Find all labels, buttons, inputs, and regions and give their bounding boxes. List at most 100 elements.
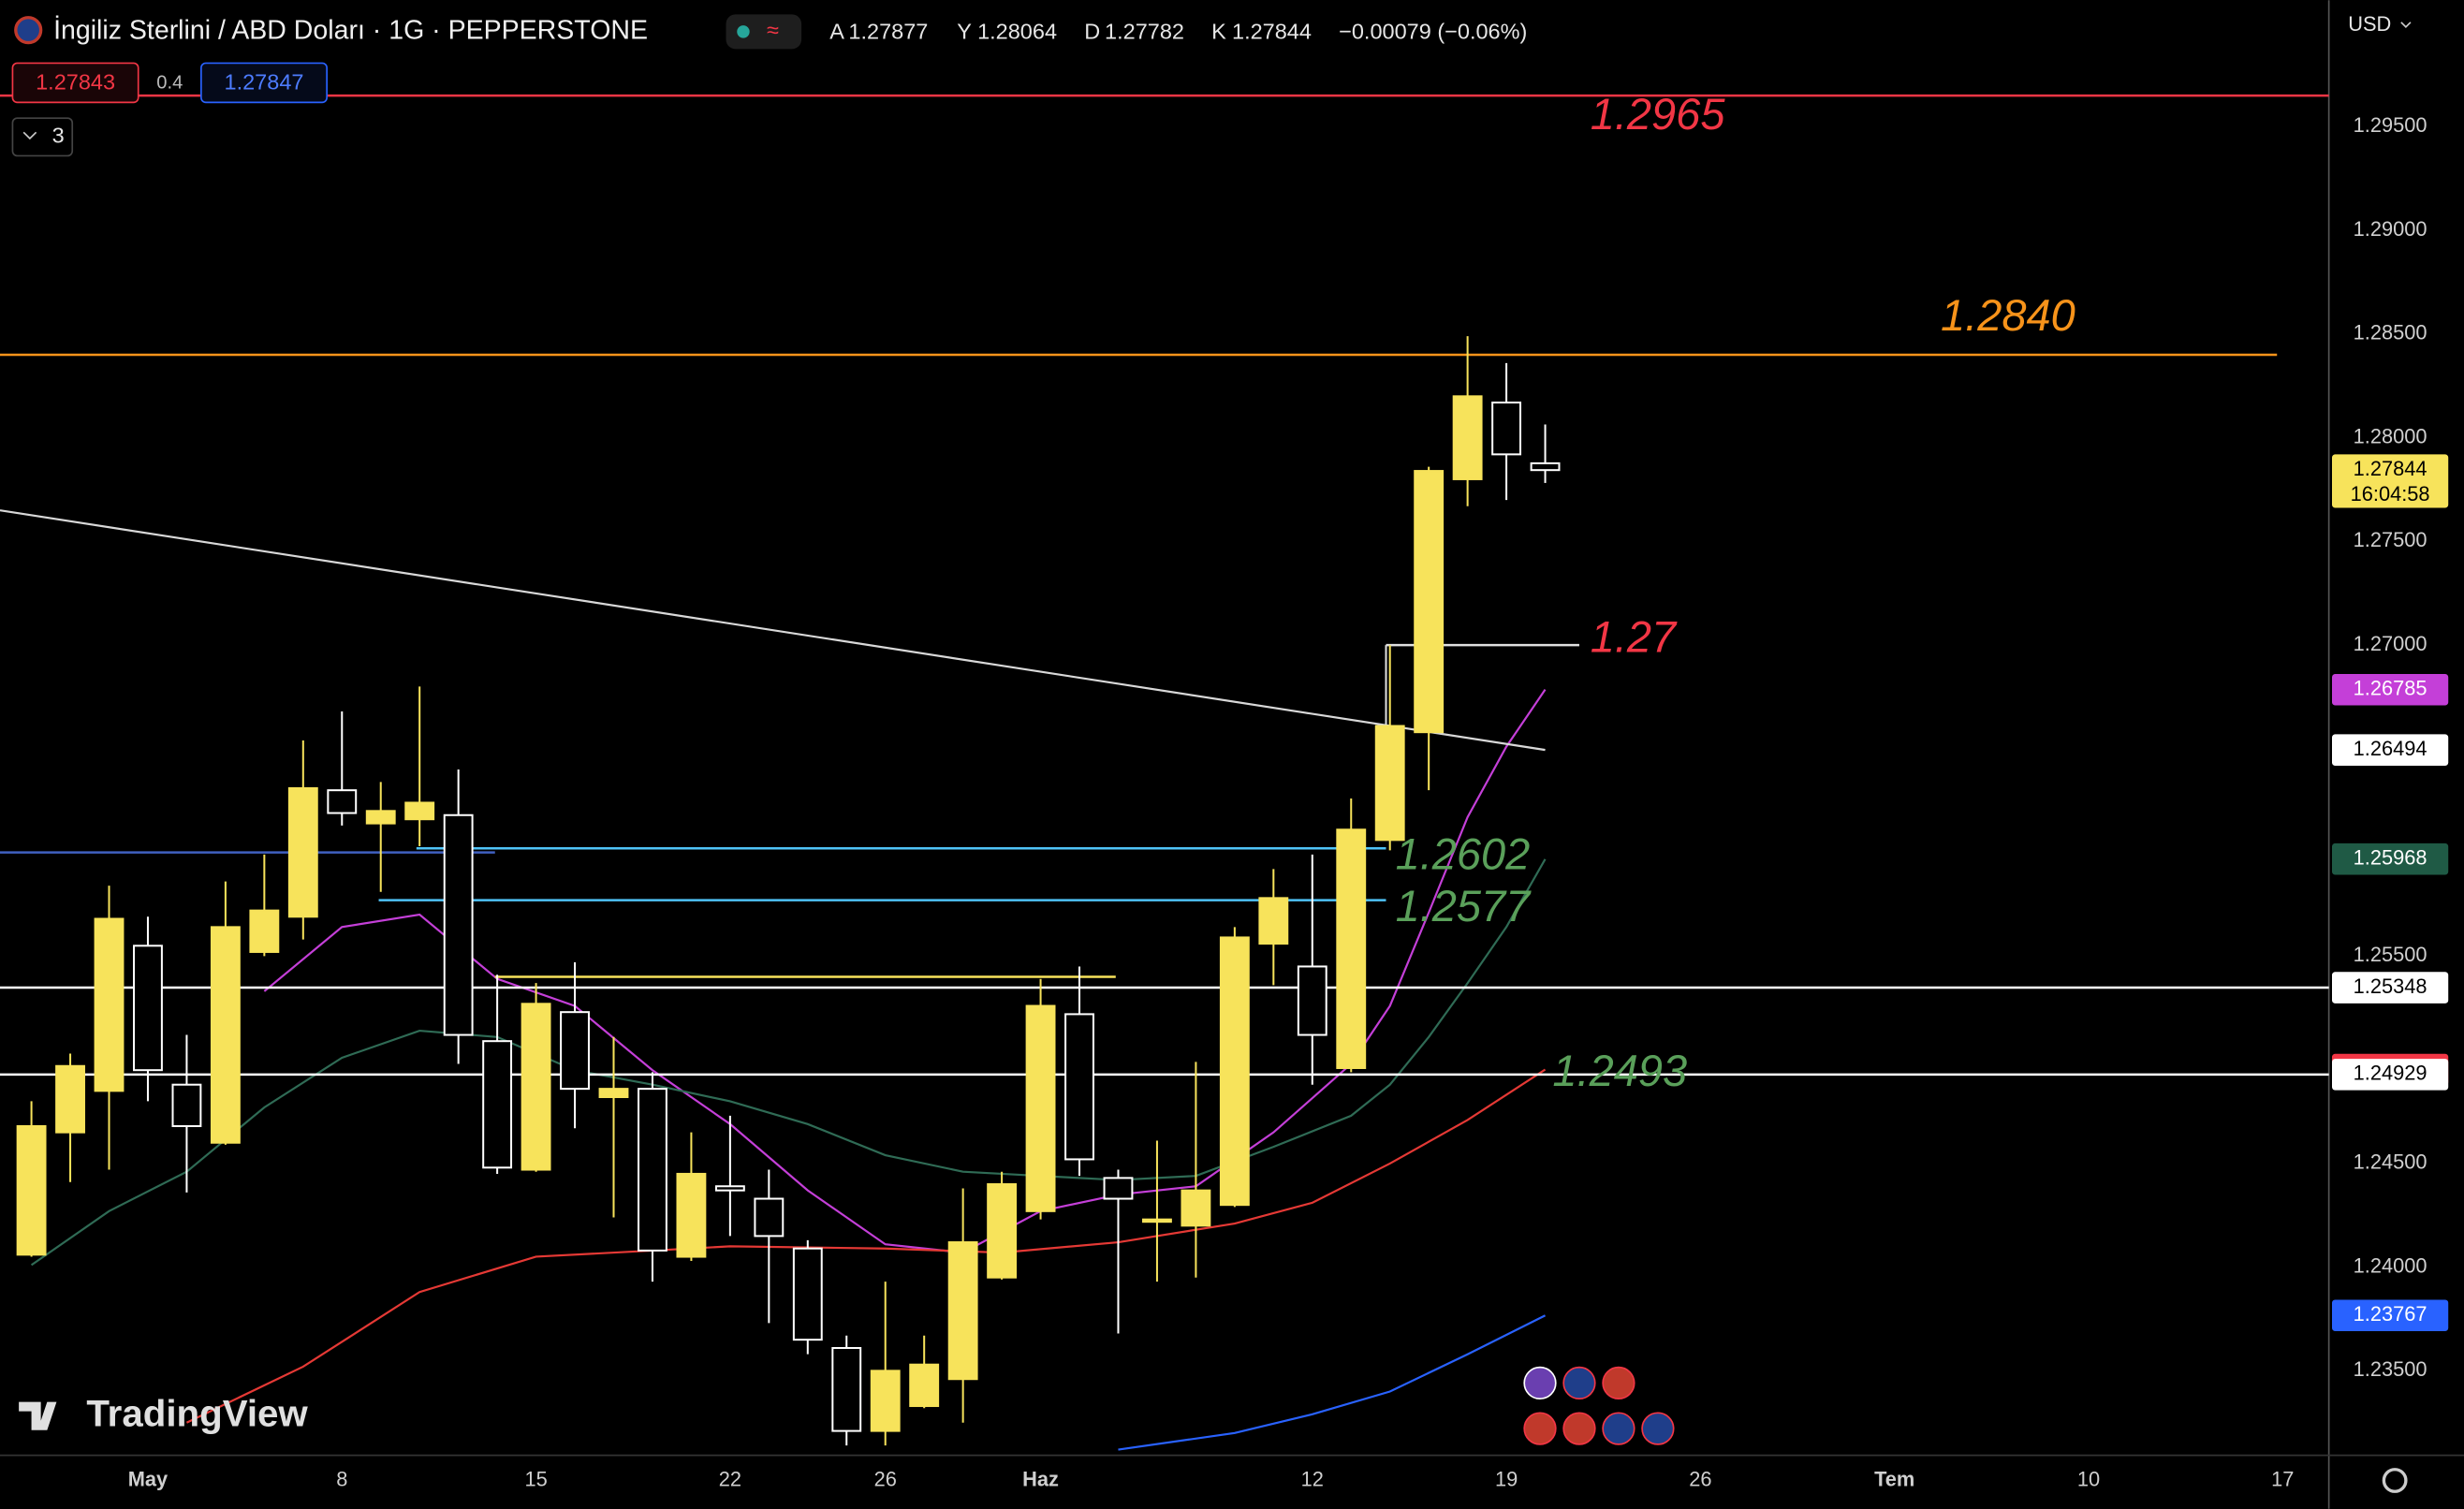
price-tag-label: 1.25968: [2354, 845, 2427, 869]
x-tick-label: May: [128, 1467, 169, 1490]
y-tick-label: 1.24000: [2354, 1253, 2427, 1277]
x-tick-label: 8: [336, 1467, 347, 1490]
x-tick-label: Haz: [1022, 1467, 1059, 1490]
ohlc-label: Y: [957, 20, 972, 44]
level-label: 1.2577: [1396, 881, 1533, 930]
candle-body: [1491, 401, 1522, 456]
ohlc-label: D: [1084, 20, 1100, 44]
data-status-icon: ≈: [767, 18, 779, 42]
x-tick-label: 26: [874, 1467, 897, 1490]
event-icon[interactable]: [1562, 1412, 1596, 1445]
candle-body: [287, 786, 318, 918]
y-tick-label: 1.23500: [2354, 1357, 2427, 1381]
level-label: 1.2602: [1396, 829, 1531, 879]
level-label: 1.2965: [1591, 89, 1726, 139]
candle-body: [560, 1011, 590, 1091]
price-tag-label: 1.26785: [2354, 677, 2427, 700]
event-icon[interactable]: [1602, 1412, 1635, 1445]
status-pill[interactable]: [726, 14, 802, 50]
logo-mark: [19, 1401, 57, 1430]
event-icons[interactable]: [1523, 1366, 1675, 1445]
y-tick-label: 1.25500: [2354, 943, 2427, 966]
y-tick-label: 1.28500: [2354, 321, 2427, 344]
event-icon[interactable]: [1641, 1412, 1675, 1445]
level-label: 1.2493: [1552, 1046, 1687, 1095]
market-status: [737, 25, 750, 38]
ohlc-value: 1.28064: [977, 20, 1057, 44]
candle-body: [1103, 1177, 1134, 1200]
candle-body: [676, 1172, 707, 1258]
x-tick-label: 10: [2077, 1467, 2100, 1490]
ohlc-value: 1.27782: [1105, 20, 1184, 44]
x-tick-label: 17: [2271, 1467, 2294, 1490]
ohlc-value: 1.27844: [1232, 20, 1312, 44]
x-tick-label: 19: [1495, 1467, 1518, 1490]
candle-body: [521, 1003, 551, 1171]
event-icon[interactable]: [1523, 1366, 1557, 1400]
currency-chevron: [2400, 22, 2412, 29]
event-icon[interactable]: [1523, 1412, 1557, 1445]
buy-button[interactable]: [200, 62, 328, 104]
candle-body: [1258, 897, 1289, 945]
event-icon[interactable]: [1602, 1366, 1635, 1400]
candle-body: [55, 1064, 85, 1134]
x-tick-label: 12: [1301, 1467, 1324, 1490]
currency[interactable]: USD: [2348, 12, 2391, 36]
level-label: 1.2840: [1941, 290, 2075, 340]
candle-body: [1064, 1013, 1094, 1161]
settings-icon[interactable]: [2382, 1468, 2408, 1493]
candle-body: [1530, 461, 1561, 472]
price-tag: [2332, 972, 2449, 1004]
candle-body: [133, 945, 163, 1072]
symbol-title[interactable]: İngiliz Sterlini / ABD Doları · 1G · PEP…: [53, 15, 648, 45]
y-tick-label: 1.27500: [2354, 528, 2427, 551]
indicator-count[interactable]: 3: [52, 124, 65, 148]
x-tick-label: 15: [524, 1467, 547, 1490]
indicators-toggle[interactable]: [11, 117, 74, 157]
x-tick-label: 26: [1689, 1467, 1711, 1490]
y-tick-label: 1.27000: [2354, 632, 2427, 655]
ohlc-value: 1.27877: [848, 20, 928, 44]
bid[interactable]: 1.27843: [36, 69, 115, 94]
sell-button[interactable]: [11, 62, 139, 104]
spread: 0.4: [156, 73, 183, 94]
price-tag: [2332, 842, 2449, 875]
y-tick-label: 1.29000: [2354, 217, 2427, 241]
candle-body: [870, 1370, 901, 1432]
logo-text: TradingView: [86, 1392, 308, 1434]
plot-area: [0, 94, 2329, 1451]
candle-body: [1297, 965, 1327, 1036]
moving-average: [185, 1068, 1547, 1424]
candle-body: [365, 810, 396, 825]
ask[interactable]: 1.27847: [225, 69, 304, 94]
candle-body: [1374, 725, 1405, 842]
candle-body: [1452, 395, 1483, 480]
price-tag: [2332, 734, 2449, 766]
candle-body: [1025, 1004, 1056, 1212]
symbol-flag: [14, 16, 43, 45]
price-tag-label: 1.23767: [2354, 1302, 2427, 1326]
candle-body: [947, 1241, 978, 1381]
candle-body: [638, 1088, 667, 1252]
trend-line: [0, 509, 1546, 752]
y-tick-label: 1.24500: [2354, 1150, 2427, 1174]
candle-body: [1181, 1189, 1211, 1227]
candle-body: [482, 1040, 513, 1169]
candle-body: [754, 1197, 785, 1238]
candle-body: [598, 1088, 629, 1099]
candle-body: [1336, 828, 1367, 1069]
candle-body: [714, 1185, 745, 1192]
event-icon[interactable]: [1562, 1366, 1596, 1400]
moving-average: [1118, 1314, 1547, 1451]
ohlc-label: K: [1211, 20, 1226, 44]
price-tag-label: 1.26494: [2354, 737, 2427, 760]
candle-body: [1414, 470, 1445, 734]
price-tag-label: 1.25348: [2354, 974, 2427, 998]
price-tag: [2332, 673, 2449, 706]
y-tick-label: 1.28000: [2354, 424, 2427, 447]
candle-body: [443, 813, 474, 1036]
price-tag-label: 1.27844: [2354, 457, 2427, 480]
